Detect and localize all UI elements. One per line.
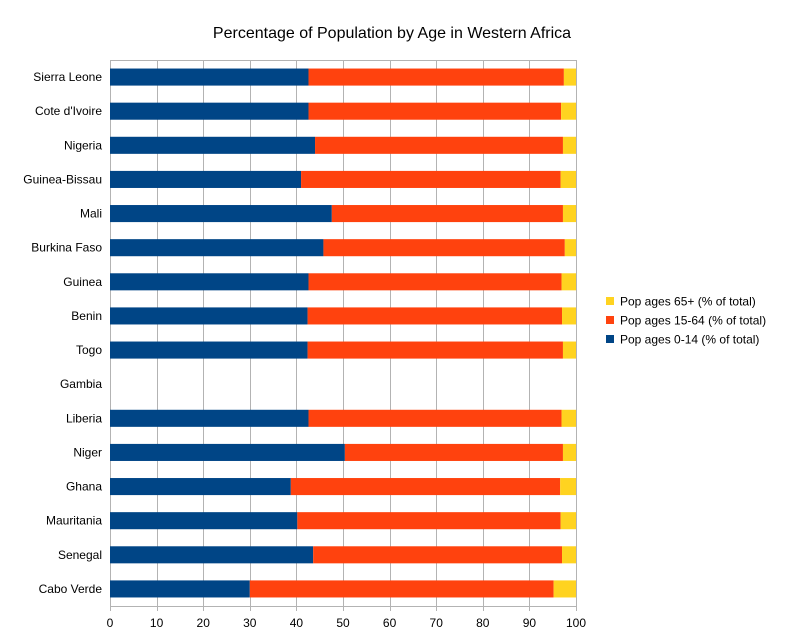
x-tick-labels: 0 10 20 30 40 50 60 70 80 90 100 — [107, 616, 587, 630]
bar-segment-1 — [110, 443, 345, 461]
category-label: Guinea — [63, 275, 102, 289]
bar-segment-3 — [561, 102, 576, 120]
category-label: Nigeria — [64, 138, 102, 152]
bar-segment-3 — [562, 546, 576, 564]
category-label: Niger — [73, 445, 102, 459]
bar-segment-1 — [110, 273, 309, 291]
legend: Pop ages 65+ (% of total) Pop ages 15-64 … — [606, 295, 766, 347]
category-label: Togo — [76, 343, 102, 357]
x-tick-label-90: 90 — [523, 616, 537, 630]
bar-segment-2 — [344, 443, 563, 461]
bar-segment-2 — [290, 478, 561, 496]
bar-segment-3 — [562, 341, 576, 359]
bar-segment-3 — [563, 68, 576, 86]
bar-segment-3 — [560, 478, 576, 496]
category-label: Ghana — [66, 480, 102, 494]
category-label: Gambia — [60, 377, 102, 391]
bar-segment-3 — [562, 136, 576, 154]
bar-segment-1 — [110, 512, 298, 530]
bar-segment-1 — [110, 307, 308, 325]
x-tick-label-80: 80 — [476, 616, 490, 630]
bar-segment-2 — [308, 102, 562, 120]
bar-segment-2 — [308, 68, 564, 86]
bar-segment-1 — [110, 478, 291, 496]
legend-swatch — [606, 316, 614, 324]
legend-swatch — [606, 335, 614, 343]
bar-segment-2 — [315, 136, 563, 154]
x-tick-label-60: 60 — [383, 616, 397, 630]
bar-segment-1 — [110, 239, 324, 257]
bar-segment-1 — [110, 409, 309, 427]
bar-segment-3 — [560, 170, 576, 188]
bar-segment-1 — [110, 102, 309, 120]
category-label: Liberia — [66, 411, 102, 425]
legend-label: Pop ages 65+ (% of total) — [620, 295, 756, 309]
bar-segment-2 — [297, 512, 561, 530]
category-label: Mali — [80, 207, 102, 221]
chart-title: Percentage of Population by Age in Weste… — [213, 25, 571, 42]
bar-segment-1 — [110, 580, 250, 598]
bar-segment-2 — [307, 341, 563, 359]
bar-segment-2 — [308, 273, 562, 291]
bar-segment-1 — [110, 546, 314, 564]
bar-segment-1 — [110, 170, 302, 188]
category-labels: Sierra Leone Cote d'Ivoire Nigeria Guinea-B… — [23, 70, 102, 596]
bar-segment-3 — [561, 409, 576, 427]
x-tick-label-0: 0 — [107, 616, 114, 630]
bar-segment-3 — [562, 443, 576, 461]
bar-segment-1 — [110, 136, 316, 154]
bar-segment-2 — [323, 239, 565, 257]
legend-label: Pop ages 0-14 (% of total) — [620, 333, 759, 347]
x-tick-label-50: 50 — [336, 616, 350, 630]
x-tick-label-40: 40 — [290, 616, 304, 630]
category-label: Cabo Verde — [39, 582, 103, 596]
category-label: Sierra Leone — [33, 70, 102, 84]
bar-segment-2 — [301, 170, 561, 188]
bar-segment-3 — [562, 307, 576, 325]
bar-segment-2 — [313, 546, 563, 564]
bar-segment-1 — [110, 68, 309, 86]
category-label: Mauritania — [46, 514, 102, 528]
x-tick-label-10: 10 — [150, 616, 164, 630]
x-tick-label-30: 30 — [243, 616, 257, 630]
bars — [110, 68, 576, 598]
category-label: Senegal — [58, 548, 102, 562]
x-tick-label-70: 70 — [430, 616, 444, 630]
legend-label: Pop ages 15-64 (% of total) — [620, 314, 766, 328]
bar-segment-2 — [331, 205, 563, 223]
bar-segment-2 — [249, 580, 554, 598]
category-label: Burkina Faso — [31, 241, 102, 255]
category-label: Guinea-Bissau — [23, 172, 102, 186]
legend-swatch — [606, 297, 614, 305]
bar-segment-2 — [308, 409, 562, 427]
bar-segment-2 — [307, 307, 563, 325]
bar-segment-3 — [561, 273, 576, 291]
category-label: Benin — [71, 309, 102, 323]
bar-segment-3 — [560, 512, 576, 530]
bar-segment-3 — [562, 205, 576, 223]
x-tick-label-20: 20 — [197, 616, 211, 630]
bar-segment-3 — [564, 239, 576, 257]
bar-segment-3 — [553, 580, 576, 598]
category-label: Cote d'Ivoire — [35, 104, 102, 118]
bar-segment-1 — [110, 205, 332, 223]
bar-segment-1 — [110, 341, 308, 359]
x-tick-label-100: 100 — [566, 616, 586, 630]
